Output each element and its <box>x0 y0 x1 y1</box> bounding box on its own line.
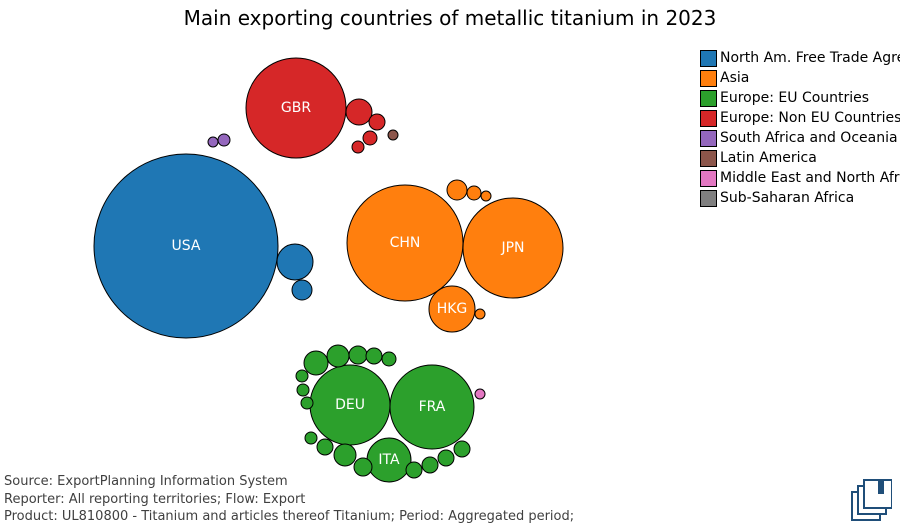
legend-row: Europe: Non EU Countries <box>700 108 900 128</box>
bubble <box>301 397 313 409</box>
bubble <box>438 450 454 466</box>
bubble-label: GBR <box>281 100 311 116</box>
legend-swatch <box>700 190 717 207</box>
bubble <box>447 180 467 200</box>
chart-root: Main exporting countries of metallic tit… <box>0 0 900 530</box>
legend-row: Europe: EU Countries <box>700 88 900 108</box>
bubble <box>327 345 349 367</box>
bubble <box>297 384 309 396</box>
legend-row: Sub-Saharan Africa <box>700 188 900 208</box>
bubble-label: JPN <box>500 240 524 256</box>
legend-label: South Africa and Oceania <box>720 130 898 146</box>
bubble <box>352 141 364 153</box>
legend-swatch <box>700 110 717 127</box>
bubble <box>292 280 312 300</box>
bubble <box>475 309 485 319</box>
bubble-label: ITA <box>378 452 400 468</box>
bubble <box>218 134 230 146</box>
legend-row: Latin America <box>700 148 900 168</box>
bubble <box>481 191 491 201</box>
bubble <box>349 346 367 364</box>
legend: North Am. Free Trade Agreement Asia Europe… <box>700 48 900 208</box>
bubble <box>317 439 333 455</box>
bubble <box>304 351 328 375</box>
legend-label: Latin America <box>720 150 817 166</box>
bubble <box>369 114 385 130</box>
bubble <box>346 99 372 125</box>
legend-swatch <box>700 70 717 87</box>
legend-swatch <box>700 150 717 167</box>
bubble-label: CHN <box>390 235 421 251</box>
legend-row: Middle East and North Africa <box>700 168 900 188</box>
bubble-label: HKG <box>437 301 468 317</box>
bubble <box>334 444 356 466</box>
bubble <box>366 348 382 364</box>
legend-swatch <box>700 130 717 147</box>
legend-row: South Africa and Oceania <box>700 128 900 148</box>
bubble-label: USA <box>172 238 201 254</box>
legend-label: Europe: Non EU Countries <box>720 110 900 126</box>
source-footer: Source: ExportPlanning Information Syste… <box>4 473 574 526</box>
legend-label: Europe: EU Countries <box>720 90 869 106</box>
bubble <box>277 244 313 280</box>
bubble <box>363 131 377 145</box>
legend-row: North Am. Free Trade Agreement <box>700 48 900 68</box>
legend-swatch <box>700 90 717 107</box>
bubble <box>422 457 438 473</box>
bubble <box>467 186 481 200</box>
legend-label: Middle East and North Africa <box>720 170 900 186</box>
bubble <box>305 432 317 444</box>
legend-label: Asia <box>720 70 749 86</box>
legend-label: North Am. Free Trade Agreement <box>720 50 900 66</box>
bubble-label: DEU <box>335 397 365 413</box>
legend-row: Asia <box>700 68 900 88</box>
bubble <box>296 370 308 382</box>
brand-logo-icon <box>844 476 892 524</box>
bubble <box>454 441 470 457</box>
bubble <box>475 389 485 399</box>
legend-swatch <box>700 50 717 67</box>
legend-swatch <box>700 170 717 187</box>
bubble <box>208 137 218 147</box>
bubble <box>388 130 398 140</box>
bubble <box>382 352 396 366</box>
bubble-label: FRA <box>419 399 446 415</box>
legend-label: Sub-Saharan Africa <box>720 190 854 206</box>
